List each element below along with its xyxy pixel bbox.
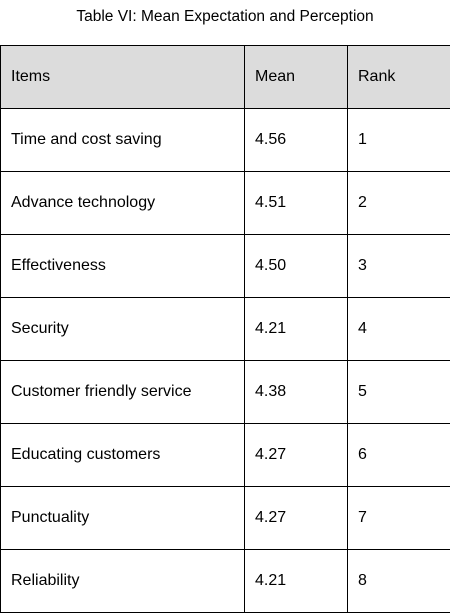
column-header-rank: Rank bbox=[348, 46, 450, 109]
item-cell: Time and cost saving bbox=[1, 109, 245, 172]
table-caption: Table VI: Mean Expectation and Perceptio… bbox=[0, 8, 450, 26]
mean-cell: 4.21 bbox=[245, 298, 348, 361]
column-header-mean: Mean bbox=[245, 46, 348, 109]
mean-cell: 4.38 bbox=[245, 361, 348, 424]
table-row: Time and cost saving 4.56 1 bbox=[1, 109, 450, 172]
table-header-row: Items Mean Rank bbox=[1, 46, 450, 109]
mean-cell: 4.27 bbox=[245, 424, 348, 487]
column-header-items: Items bbox=[1, 46, 245, 109]
table-row: Advance technology 4.51 2 bbox=[1, 172, 450, 235]
rank-cell: 3 bbox=[348, 235, 450, 298]
table-row: Security 4.21 4 bbox=[1, 298, 450, 361]
item-cell: Educating customers bbox=[1, 424, 245, 487]
item-cell: Effectiveness bbox=[1, 235, 245, 298]
item-cell: Customer friendly service bbox=[1, 361, 245, 424]
table-row: Punctuality 4.27 7 bbox=[1, 487, 450, 550]
table-row: Effectiveness 4.50 3 bbox=[1, 235, 450, 298]
item-cell: Punctuality bbox=[1, 487, 245, 550]
item-cell: Security bbox=[1, 298, 245, 361]
rank-cell: 6 bbox=[348, 424, 450, 487]
item-cell: Reliability bbox=[1, 550, 245, 613]
mean-cell: 4.27 bbox=[245, 487, 348, 550]
mean-cell: 4.50 bbox=[245, 235, 348, 298]
rank-cell: 1 bbox=[348, 109, 450, 172]
rank-cell: 8 bbox=[348, 550, 450, 613]
table-row: Customer friendly service 4.38 5 bbox=[1, 361, 450, 424]
table-row: Educating customers 4.27 6 bbox=[1, 424, 450, 487]
rank-cell: 2 bbox=[348, 172, 450, 235]
rank-cell: 7 bbox=[348, 487, 450, 550]
mean-cell: 4.51 bbox=[245, 172, 348, 235]
item-cell: Advance technology bbox=[1, 172, 245, 235]
rank-cell: 5 bbox=[348, 361, 450, 424]
rank-cell: 4 bbox=[348, 298, 450, 361]
data-table: Items Mean Rank Time and cost saving 4.5… bbox=[0, 45, 450, 613]
table-row: Reliability 4.21 8 bbox=[1, 550, 450, 613]
mean-cell: 4.21 bbox=[245, 550, 348, 613]
mean-cell: 4.56 bbox=[245, 109, 348, 172]
